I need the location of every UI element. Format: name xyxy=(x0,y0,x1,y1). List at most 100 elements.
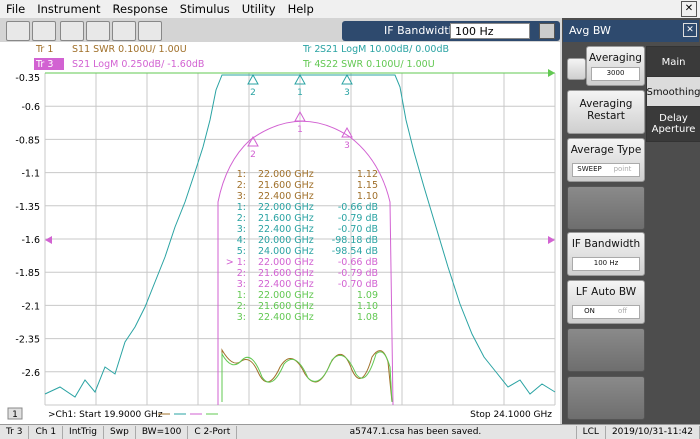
trace-window: 1 >Ch1: Start 19.9000 GHz Stop 24.1000 G… xyxy=(0,42,560,424)
start-label: >Ch1: Start 19.9000 GHz xyxy=(48,410,163,420)
panel-close[interactable]: ✕ xyxy=(683,23,697,37)
average-type-button[interactable]: Average Type SWEEP point xyxy=(567,138,645,182)
trace-desc: S21 LogM 0.250dB/ -1.60dB xyxy=(72,59,204,70)
marker-num: 1: xyxy=(237,290,246,301)
marker-value: -98.54 dB xyxy=(332,246,378,257)
marker-freq: 21.600 GHz xyxy=(258,213,314,224)
tab[interactable]: Main xyxy=(646,46,700,78)
marker-freq: 22.000 GHz xyxy=(258,257,314,268)
collapse-button[interactable] xyxy=(567,58,586,80)
menu-item[interactable]: File xyxy=(6,2,26,16)
marker-value: -0.66 dB xyxy=(338,202,378,213)
trace-id: Tr 1 xyxy=(35,44,53,55)
marker-value: 1.10 xyxy=(357,301,378,312)
stop-label: Stop 24.1000 GHz xyxy=(470,410,552,420)
window-bg xyxy=(0,42,560,424)
marker-label: 1 xyxy=(297,88,303,98)
toggle: SWEEP point xyxy=(572,163,640,177)
marker-num: 3: xyxy=(237,312,246,323)
if-bandwidth-button[interactable]: IF Bandwidth 100 Hz xyxy=(567,232,645,276)
marker-label: 2 xyxy=(250,150,256,160)
field-input[interactable]: 100 Hz xyxy=(450,23,530,39)
marker-value: 1.09 xyxy=(357,290,378,301)
reference-marker xyxy=(548,236,555,244)
delete-button[interactable] xyxy=(112,21,136,41)
marker-value: -0.70 dB xyxy=(338,224,378,235)
undo-button[interactable] xyxy=(6,21,30,41)
tab[interactable]: Smoothing xyxy=(646,76,700,108)
marker-freq: 22.000 GHz xyxy=(258,169,314,180)
button-label: IF Bandwidth xyxy=(571,238,641,250)
button-value: 100 Hz xyxy=(572,257,640,271)
toggle-off: off xyxy=(617,307,628,315)
reference-marker xyxy=(548,69,555,77)
trace-id: Tr 3 xyxy=(35,59,53,70)
marker-label: 2 xyxy=(250,88,256,98)
marker-value: 1.15 xyxy=(357,180,378,191)
marker-num: 1: xyxy=(237,202,246,213)
marker-freq: 21.600 GHz xyxy=(258,301,314,312)
marker-freq: 22.000 GHz xyxy=(258,290,314,301)
marker-num: 2: xyxy=(237,301,246,312)
y-tick-label: -1.85 xyxy=(15,268,40,279)
value-text: 3000 xyxy=(606,69,625,77)
y-tick-label: -2.6 xyxy=(21,368,40,379)
marker-label: 3 xyxy=(344,141,350,151)
averaging-button[interactable]: Averaging 3000 xyxy=(586,46,645,86)
panel-title: Avg BW xyxy=(563,20,699,42)
status-bar: Tr 3 Ch 1 IntTrig Swp BW=100 C 2-Port a5747.1.… xyxy=(0,424,700,439)
y-tick-label: -1.6 xyxy=(21,235,40,246)
save-button[interactable] xyxy=(86,21,110,41)
menu-item[interactable]: Help xyxy=(287,2,314,16)
marker-value: 1.12 xyxy=(357,169,378,180)
marker-value: -98.18 dB xyxy=(332,235,378,246)
trace-desc: S22 SWR 0.100U/ 1.00U xyxy=(320,59,435,70)
lf-auto-button[interactable]: LF Auto BW ON off xyxy=(567,280,645,324)
button-value: 3000 xyxy=(591,67,640,81)
redo-button[interactable] xyxy=(32,21,56,41)
marker-triangle xyxy=(247,135,259,147)
marker-freq: 22.000 GHz xyxy=(258,202,314,213)
toggle-off: point xyxy=(613,165,632,173)
status-item: 2019/10/31-11:42 xyxy=(606,425,700,439)
menu-item[interactable]: Stimulus xyxy=(179,2,230,16)
zoom-button[interactable] xyxy=(138,21,162,41)
marker-button[interactable] xyxy=(60,21,84,41)
y-tick-label: -1.1 xyxy=(21,169,40,180)
marker-num: > 1: xyxy=(226,257,246,268)
menu-item[interactable]: Response xyxy=(112,2,168,16)
close-button[interactable]: ✕ xyxy=(681,1,697,17)
marker-triangle xyxy=(247,73,259,85)
marker-triangle xyxy=(341,126,353,138)
blank-button xyxy=(567,186,645,230)
menu-item[interactable]: Instrument xyxy=(37,2,101,16)
button-label: Average Type xyxy=(570,144,642,156)
status-item: BW=100 xyxy=(136,425,189,439)
marker-num: 3: xyxy=(237,279,246,290)
marker-triangle xyxy=(294,73,306,85)
y-tick-label: -0.6 xyxy=(21,102,40,113)
trace-s11 xyxy=(221,348,393,403)
channel-box xyxy=(7,407,23,420)
field-label: IF Bandwidth xyxy=(384,24,456,37)
trace-s22 xyxy=(221,351,393,403)
marker-value: -0.66 dB xyxy=(338,257,378,268)
marker-num: 3: xyxy=(237,224,246,235)
value-text: 100 Hz xyxy=(593,259,619,267)
marker-num: 3: xyxy=(237,191,246,202)
marker-freq: 24.000 GHz xyxy=(258,246,314,257)
blank-button xyxy=(567,328,645,372)
if-bandwidth-field: IF Bandwidth 100 Hz xyxy=(342,21,560,41)
menu-item[interactable]: Utility xyxy=(241,2,276,16)
button-label: LF Auto BW xyxy=(575,286,637,298)
y-tick-label: -0.85 xyxy=(15,135,40,146)
trace-id: Tr 2 xyxy=(302,44,320,55)
restart-button[interactable]: Averaging Restart xyxy=(567,90,645,134)
status-item: Ch 1 xyxy=(29,425,64,439)
marker-num: 5: xyxy=(237,246,246,257)
keypad-button[interactable] xyxy=(539,23,555,39)
marker-freq: 22.400 GHz xyxy=(258,224,314,235)
tab[interactable]: Delay Aperture xyxy=(646,106,700,142)
status-item: Swp xyxy=(104,425,136,439)
